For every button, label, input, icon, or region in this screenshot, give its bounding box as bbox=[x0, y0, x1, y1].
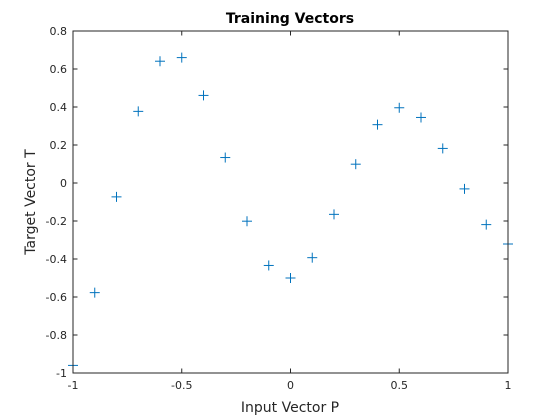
y-tick-label: -0.4 bbox=[46, 253, 67, 266]
data-point bbox=[481, 219, 492, 230]
data-point bbox=[372, 119, 383, 130]
x-axis-label: Input Vector P bbox=[241, 400, 339, 416]
data-point bbox=[307, 252, 318, 263]
data-point bbox=[198, 90, 209, 101]
data-point bbox=[350, 159, 361, 170]
data-point bbox=[242, 216, 252, 227]
data-point bbox=[263, 260, 274, 271]
y-tick-label: 0.6 bbox=[50, 63, 68, 76]
x-tick-label: -1 bbox=[68, 379, 79, 392]
y-tick-label: -0.2 bbox=[46, 215, 67, 228]
y-tick-label: 0.4 bbox=[50, 101, 68, 114]
data-point bbox=[155, 56, 165, 67]
y-axis-label: Target Vector T bbox=[23, 149, 39, 256]
data-point bbox=[459, 183, 470, 194]
y-tick-label: 0 bbox=[60, 177, 67, 190]
data-point bbox=[437, 143, 448, 154]
x-tick-label: 0 bbox=[287, 379, 294, 392]
data-point bbox=[111, 191, 122, 202]
data-point bbox=[329, 209, 339, 220]
data-point bbox=[394, 102, 405, 113]
plot-area bbox=[73, 31, 508, 373]
y-tick-label: -1 bbox=[56, 367, 67, 380]
y-tick-label: -0.6 bbox=[46, 291, 67, 304]
data-point bbox=[176, 52, 187, 63]
chart-title: Training Vectors bbox=[226, 11, 354, 27]
y-tick-label: 0.8 bbox=[50, 25, 68, 38]
x-tick-label: -0.5 bbox=[171, 379, 192, 392]
y-tick-label: 0.2 bbox=[50, 139, 68, 152]
x-tick-label: 0.5 bbox=[391, 379, 409, 392]
data-point bbox=[220, 152, 231, 163]
data-point bbox=[133, 106, 144, 117]
x-tick-label: 1 bbox=[505, 379, 512, 392]
tick-labels: -1 -0.5 0 0.5 1 -1 -0.8 -0.6 -0.4 -0.2 0 0.2 0.4 0.6 0… bbox=[46, 25, 512, 392]
data-point bbox=[285, 273, 296, 283]
data-point bbox=[416, 112, 426, 123]
y-tick-label: -0.8 bbox=[46, 329, 67, 342]
data-point bbox=[89, 287, 100, 298]
axes-box bbox=[72, 30, 509, 374]
